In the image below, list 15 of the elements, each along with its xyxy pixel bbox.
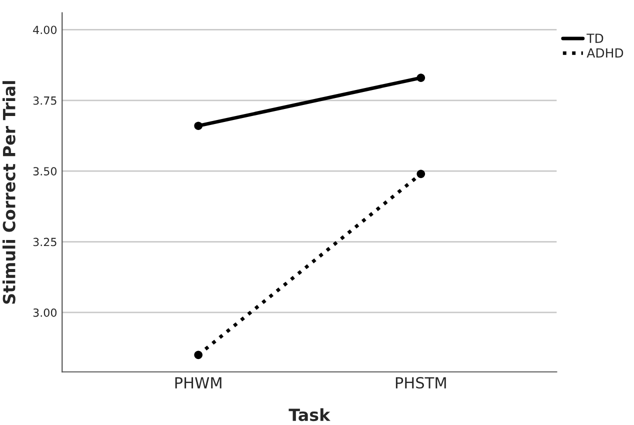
y-tick-label: 4.00: [33, 26, 57, 34]
x-tick-label: PHSTM: [396, 377, 446, 389]
legend-label: TD: [586, 34, 604, 43]
point: [416, 74, 426, 82]
x-axis-title: Task: [288, 408, 330, 422]
point: [416, 170, 426, 178]
y-axis-title: Stimuli Correct Per Trial: [2, 81, 16, 304]
y-tick-label: 3.75: [33, 96, 56, 105]
x-tick-label: PHWM: [175, 377, 222, 388]
y-tick-label: 3.00: [33, 308, 57, 317]
point: [194, 350, 203, 360]
y-tick-label: 3.50: [33, 167, 57, 176]
y-tick-label: 3.25: [33, 238, 56, 246]
point: [194, 122, 203, 130]
legend-label: ADHD: [586, 48, 624, 58]
